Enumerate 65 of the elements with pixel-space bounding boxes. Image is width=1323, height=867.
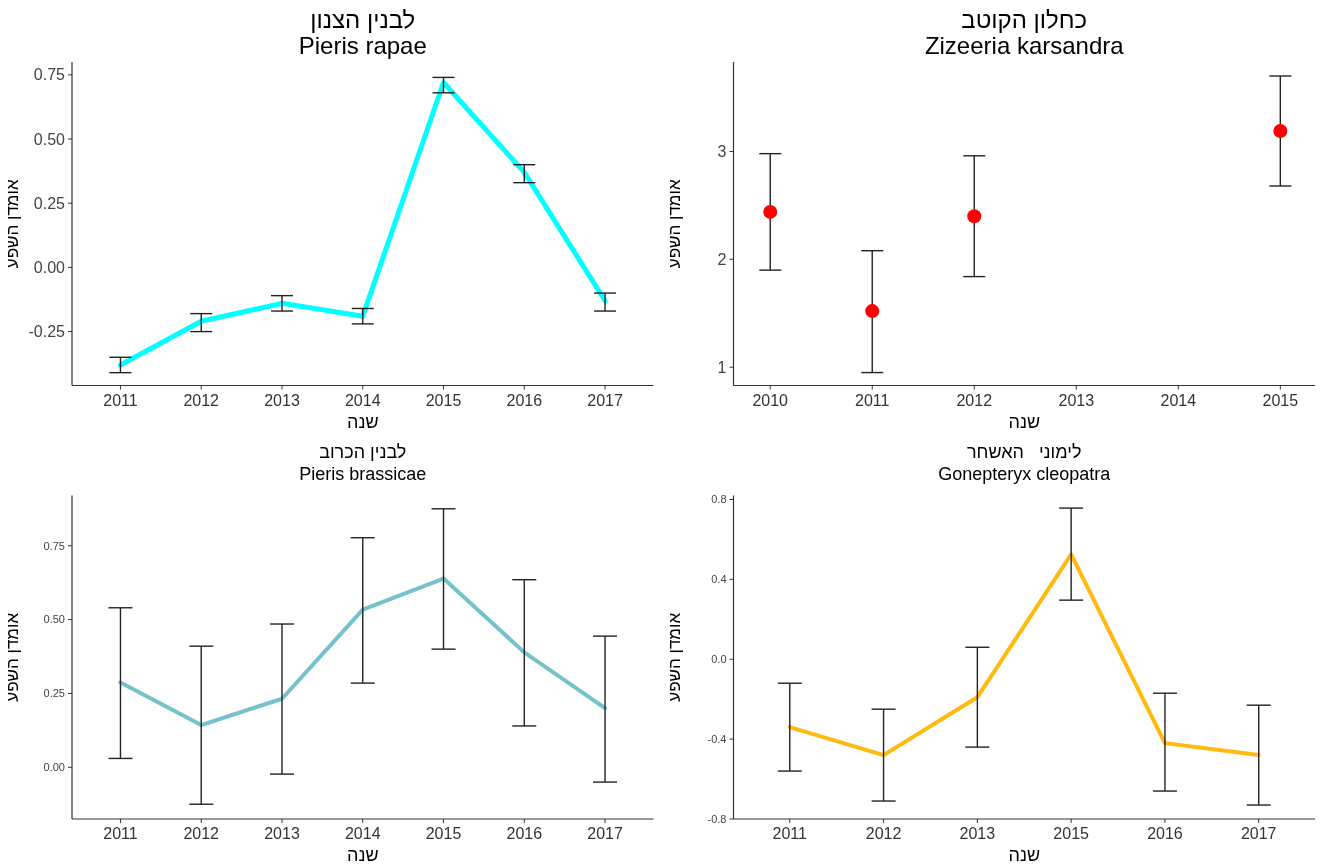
x-tick-label: 2016 <box>1147 825 1183 842</box>
x-tick-label: 2010 <box>752 391 789 409</box>
x-tick-label: 2014 <box>1160 391 1197 409</box>
x-tick-label: 2013 <box>959 825 996 842</box>
y-tick-label: 0.4 <box>711 573 727 586</box>
x-tick-label: 2017 <box>1240 825 1277 842</box>
x-axis-title: שנה <box>346 845 379 865</box>
chart-subtitle: Pieris brassicae <box>299 463 427 484</box>
x-tick-label: 2016 <box>506 391 543 409</box>
line-series <box>787 552 1261 758</box>
point <box>1273 124 1288 139</box>
y-axis-title: אומדן השפע <box>3 179 22 269</box>
x-tick-label: 2014 <box>344 391 381 409</box>
y-axis-title: אומדן השפע <box>3 612 22 702</box>
y-tick-label: 0.75 <box>43 539 65 552</box>
y-tick-label: 0.50 <box>43 613 65 626</box>
x-tick-label: 2014 <box>344 825 381 842</box>
y-tick-label: 0.00 <box>33 259 66 276</box>
y-tick-label: 2 <box>717 250 727 268</box>
y-tick-label: 0.25 <box>33 194 66 212</box>
x-tick-label: 2011 <box>855 391 890 409</box>
x-tick-label: 2011 <box>103 825 138 842</box>
x-tick-label: 2013 <box>1058 391 1095 409</box>
x-tick-label: 2015 <box>1262 391 1299 409</box>
chart-subtitle: Pieris rapae <box>298 32 427 59</box>
x-axis-title: שנה <box>1008 411 1041 432</box>
x-tick-label: 2017 <box>587 391 623 409</box>
y-tick-label: 0.25 <box>43 687 65 700</box>
x-tick-label: 2013 <box>264 391 300 409</box>
chart-title: לבנין הכרוב <box>319 441 407 462</box>
x-axis-title: שנה <box>346 411 379 432</box>
y-axis-title: אומדן השפע <box>664 179 684 269</box>
x-tick-label: 2015 <box>425 825 462 842</box>
point <box>865 304 880 319</box>
y-tick-label: -0.4 <box>707 732 727 745</box>
x-tick-label: 2017 <box>587 825 623 842</box>
y-tick-label: 0.0 <box>711 653 727 666</box>
x-tick-label: 2015 <box>1053 825 1090 842</box>
y-tick-label: -0.8 <box>707 812 727 825</box>
y-tick-label: -0.25 <box>28 323 66 341</box>
chart-subtitle: Zizeeria karsandra <box>924 32 1125 59</box>
y-tick-label: 0.8 <box>711 493 727 506</box>
chart-title: לימוני האשחר <box>966 441 1082 462</box>
chart-title: כחלון הקוטב <box>961 6 1088 33</box>
point <box>967 209 982 224</box>
x-tick-label: 2015 <box>425 391 462 409</box>
point <box>763 204 778 219</box>
x-tick-label: 2012 <box>956 391 993 409</box>
y-tick-label: 0.00 <box>43 761 65 774</box>
y-tick-label: 3 <box>717 143 727 161</box>
x-tick-label: 2012 <box>183 825 220 842</box>
x-tick-label: 2012 <box>183 391 220 409</box>
x-axis-title: שנה <box>1008 845 1041 865</box>
y-axis-title: אומדן השפע <box>664 612 684 702</box>
x-tick-label: 2016 <box>506 825 543 842</box>
x-tick-label: 2012 <box>865 825 902 842</box>
x-tick-label: 2011 <box>103 391 138 409</box>
y-tick-label: 0.50 <box>33 130 66 148</box>
line-series <box>118 576 608 728</box>
chart-subtitle: Gonepteryx cleopatra <box>938 463 1112 484</box>
chart-title: לבנין הצנון <box>310 6 416 33</box>
y-tick-label: 0.75 <box>33 66 66 84</box>
y-tick-label: 1 <box>717 358 727 376</box>
x-tick-label: 2011 <box>772 825 808 842</box>
x-tick-label: 2013 <box>264 825 300 842</box>
